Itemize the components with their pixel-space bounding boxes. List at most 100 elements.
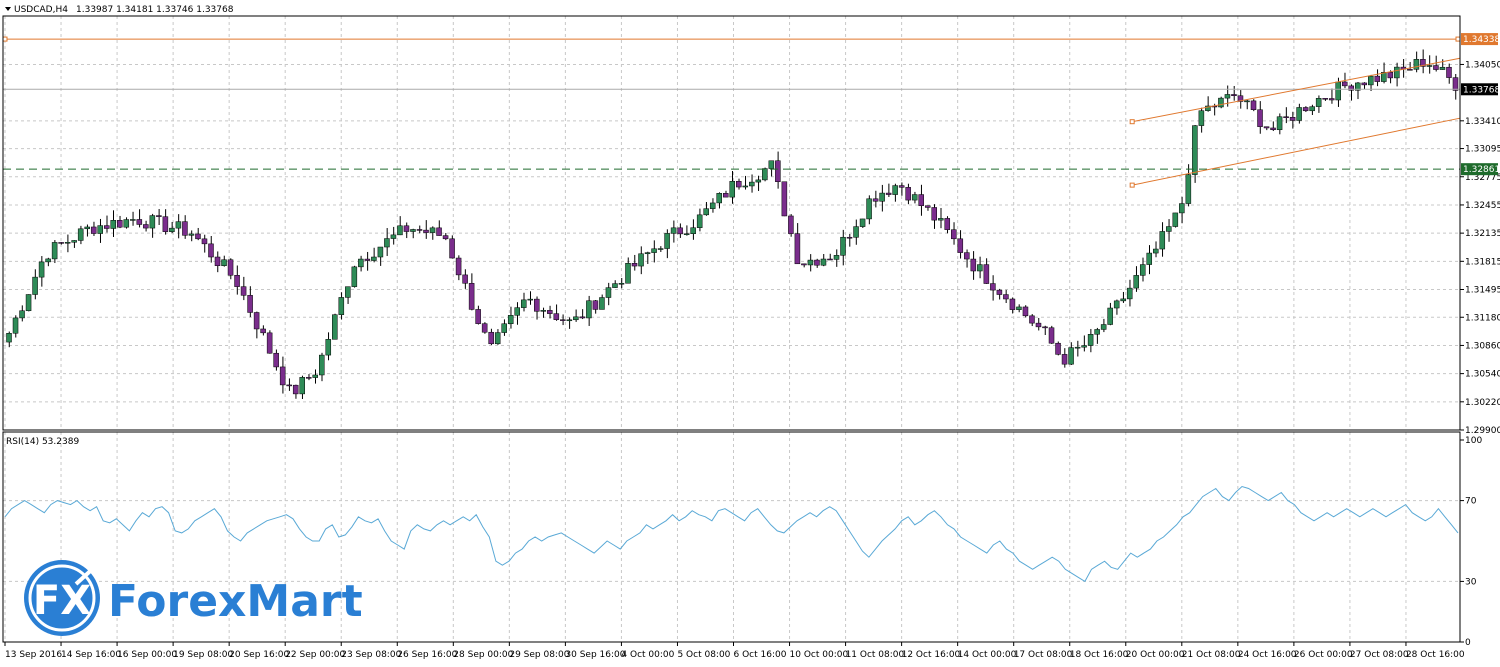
candle-body: [1433, 65, 1439, 70]
candle-body: [703, 208, 709, 216]
candle-body: [775, 160, 781, 182]
candle-body: [1394, 66, 1400, 79]
candle-body: [644, 252, 651, 255]
candle-body: [1270, 127, 1276, 131]
candle-body: [1133, 275, 1139, 289]
candle-body: [97, 225, 103, 234]
channel-upper-line[interactable]: [1132, 57, 1461, 123]
candle-body: [117, 220, 123, 228]
candle-body: [1205, 105, 1211, 111]
candle-body: [1368, 75, 1374, 86]
candle-body: [729, 181, 736, 198]
candle-body: [1452, 77, 1459, 91]
price-tick-label: 1.31180: [1465, 313, 1500, 323]
time-tick-label: 27 Oct 08:00: [1350, 650, 1409, 660]
candle-body: [286, 384, 292, 387]
candle-body: [755, 179, 762, 183]
candle-body: [338, 297, 345, 315]
candle-body: [1153, 248, 1159, 254]
candle-body: [1120, 298, 1126, 302]
time-tick-label: 28 Oct 16:00: [1406, 650, 1465, 660]
time-tick-label: 10 Oct 00:00: [790, 650, 849, 660]
channel-lower-line[interactable]: [1132, 117, 1461, 186]
candle-body: [625, 263, 631, 284]
candle-body: [931, 207, 937, 221]
dropdown-arrow-icon[interactable]: [5, 7, 11, 11]
candle-body: [90, 226, 97, 234]
candle-body: [833, 255, 840, 260]
candle-body: [820, 258, 827, 266]
candle-body: [1179, 203, 1185, 214]
candle-body: [221, 259, 227, 266]
candle-body: [1446, 66, 1452, 78]
candle-body: [924, 205, 931, 208]
candle-body: [657, 248, 664, 250]
logo-fx-text: FX: [33, 578, 91, 624]
candle-body: [436, 227, 442, 236]
candle-body: [1426, 65, 1433, 67]
candle-body: [279, 366, 286, 386]
candle-body: [397, 225, 403, 236]
candle-body: [1009, 298, 1016, 310]
resistance-handle[interactable]: [2, 36, 8, 42]
candle-body: [651, 248, 657, 253]
channel-handle[interactable]: [1129, 182, 1135, 188]
candle-body: [1107, 307, 1113, 325]
candle-body: [540, 310, 547, 312]
candle-body: [312, 374, 319, 378]
channel-handle[interactable]: [1129, 119, 1135, 125]
price-tag-label: 1.34338: [1463, 35, 1500, 45]
candle-body: [169, 227, 175, 232]
candle-body: [898, 185, 905, 188]
candle-body: [345, 286, 351, 298]
candle-body: [768, 160, 775, 169]
candle-body: [371, 256, 377, 261]
candle-body: [612, 283, 618, 288]
candle-body: [1224, 94, 1231, 99]
candle-body: [462, 274, 468, 284]
candle-body: [136, 219, 143, 225]
logo-brand-text: ForexMart: [108, 576, 362, 627]
time-tick-label: 6 Oct 16:00: [734, 650, 787, 660]
candle-body: [996, 289, 1003, 295]
candle-body: [1283, 116, 1289, 118]
candle-body: [937, 218, 944, 221]
candle-body: [364, 258, 371, 261]
candle-body: [1315, 98, 1322, 107]
time-tick-label: 5 Oct 08:00: [677, 650, 730, 660]
candle-body: [240, 286, 247, 296]
candle-body: [957, 238, 964, 253]
candle-body: [1126, 287, 1133, 300]
candle-body: [944, 218, 951, 230]
candle-body: [494, 332, 501, 345]
time-tick-label: 28 Sep 00:00: [453, 650, 513, 660]
time-tick-label: 14 Sep 16:00: [61, 650, 121, 660]
candle-body: [749, 181, 755, 187]
candle-body: [32, 276, 38, 295]
candle-body: [1146, 252, 1153, 265]
candle-body: [1068, 347, 1074, 365]
candle-body: [859, 218, 866, 227]
candle-body: [970, 258, 977, 272]
candle-body: [143, 224, 149, 229]
candle-body: [1087, 334, 1094, 346]
time-tick-label: 26 Sep 16:00: [397, 650, 457, 660]
candle-body: [722, 193, 729, 198]
candle-body: [709, 202, 716, 209]
candle-body: [742, 185, 749, 188]
candle-body: [560, 319, 566, 321]
candle-body: [566, 319, 573, 322]
candle-body: [1139, 264, 1146, 276]
resistance-handle[interactable]: [1455, 36, 1461, 42]
candle-body: [1016, 306, 1022, 310]
candle-body: [1381, 72, 1387, 82]
candle-body: [123, 219, 130, 228]
candle-body: [853, 226, 859, 238]
candle-body: [1003, 294, 1009, 300]
candle-body: [208, 243, 214, 258]
time-tick-label: 24 Oct 16:00: [1238, 650, 1297, 660]
candle-body: [429, 227, 436, 233]
candle-body: [964, 252, 970, 260]
